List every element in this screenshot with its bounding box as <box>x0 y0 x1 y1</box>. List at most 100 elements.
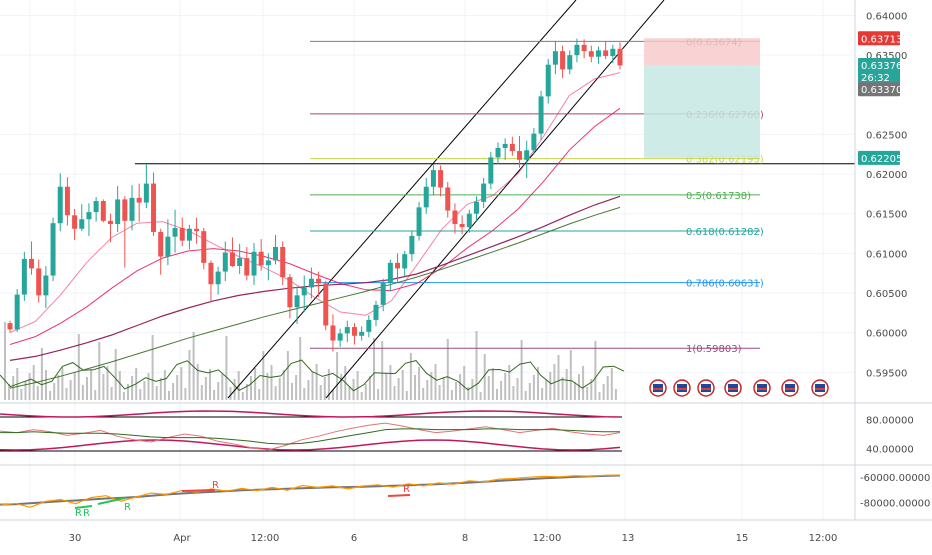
candle-body <box>36 268 42 296</box>
candle <box>179 217 185 247</box>
price-badge: 0.63713 <box>858 31 902 46</box>
volume-bar <box>524 391 527 400</box>
volume-bar <box>582 366 585 400</box>
volume-bar <box>397 378 400 400</box>
fib-level-label: 0.5(0.61738) <box>686 191 751 202</box>
price-tick-label: 0.59500 <box>866 368 907 379</box>
candle-body <box>208 262 214 285</box>
candle-body <box>57 186 63 224</box>
candle-body <box>610 48 616 56</box>
volume-bar <box>45 370 47 400</box>
event-flag-stripe <box>815 388 825 390</box>
volume-bar <box>537 367 539 400</box>
candle <box>617 42 623 70</box>
candle <box>466 209 472 233</box>
volume-bar <box>28 373 31 400</box>
candle <box>57 173 63 232</box>
event-flag-icon[interactable] <box>673 379 691 397</box>
candle <box>545 59 551 104</box>
event-flag-icon[interactable] <box>649 379 667 397</box>
price-badge: 0.62205 <box>858 150 902 165</box>
rsi-line <box>0 428 620 445</box>
candle-body <box>229 252 235 267</box>
candlesticks <box>7 38 623 352</box>
candle-body <box>194 228 200 232</box>
take-profit-zone[interactable] <box>644 64 760 158</box>
event-flag-stripe <box>677 388 687 390</box>
event-flag-icon[interactable] <box>697 379 715 397</box>
candle <box>244 246 250 281</box>
candle <box>524 140 530 179</box>
volume-bar <box>118 371 121 400</box>
volume-bar <box>57 375 60 400</box>
candle-body <box>617 48 623 66</box>
candle-body <box>122 199 128 221</box>
volume-bar <box>303 388 306 400</box>
volume-bar <box>176 375 179 400</box>
volume-bar <box>565 369 568 400</box>
candle-body <box>165 236 171 257</box>
volume-bar <box>393 386 396 400</box>
candle-body <box>373 304 379 320</box>
candle-body <box>466 213 472 228</box>
volume-bar <box>442 377 445 400</box>
candle-body <box>93 201 99 213</box>
volume-bar <box>479 392 482 400</box>
channel-lower-line[interactable] <box>325 0 665 399</box>
candle-body <box>323 283 329 326</box>
trend-channel[interactable] <box>227 0 665 399</box>
candle <box>316 271 322 297</box>
candle-body <box>215 271 221 285</box>
rsi-envelope-lower <box>0 439 621 451</box>
candle <box>215 266 221 295</box>
volume-bar <box>496 389 498 400</box>
divergence-line <box>181 489 216 492</box>
time-tick-label: 30 <box>69 533 82 544</box>
volume-bar <box>36 386 39 400</box>
event-flag-icon[interactable] <box>811 379 829 397</box>
candle <box>387 259 393 292</box>
time-tick-label: 13 <box>622 533 635 544</box>
event-flag-icon[interactable] <box>724 379 742 397</box>
divergence-line <box>387 494 411 497</box>
event-flag-icon[interactable] <box>753 379 771 397</box>
moving-average-line <box>9 72 621 334</box>
candle-body <box>301 287 307 296</box>
candle-body <box>438 170 444 188</box>
volume-bar <box>106 366 109 400</box>
long-position-tool[interactable] <box>644 38 760 158</box>
volume-bar <box>250 376 252 400</box>
volume-bar <box>590 379 593 400</box>
candle <box>43 266 49 309</box>
economic-events[interactable] <box>649 379 829 397</box>
volume-bar <box>561 377 564 400</box>
candle <box>93 197 99 222</box>
event-flag-icon[interactable] <box>781 379 799 397</box>
divergence-line <box>74 505 93 509</box>
candle-body <box>387 262 393 283</box>
stop-loss-zone[interactable] <box>644 38 760 65</box>
volume-bar <box>614 389 617 400</box>
event-flag-stripe <box>785 388 795 390</box>
volume-bar <box>258 389 261 400</box>
volume-bar <box>61 367 64 400</box>
volume-bar <box>319 385 322 400</box>
volume-bar <box>254 368 257 400</box>
candle-body <box>337 333 343 341</box>
volume-bar <box>434 364 437 400</box>
time-tick-label: 12:00 <box>809 533 838 544</box>
price-tick-label: 0.61500 <box>866 210 907 221</box>
volume-bar <box>315 364 318 400</box>
price-badge-bg <box>858 69 900 84</box>
volume-bar <box>446 339 449 400</box>
price-tick-label: 0.63500 <box>866 51 907 62</box>
candle <box>136 183 142 222</box>
price-tick-label: 0.61000 <box>866 249 907 260</box>
volume-bar <box>291 383 293 400</box>
channel-upper-line[interactable] <box>227 0 577 399</box>
candle-body <box>445 187 451 211</box>
volume-bar <box>172 383 175 400</box>
